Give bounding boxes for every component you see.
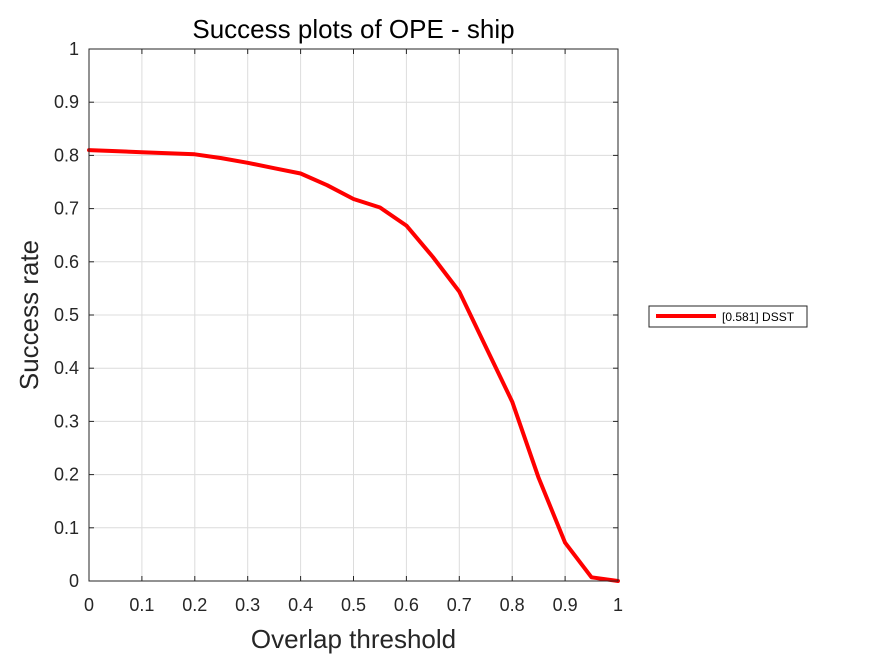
x-axis-ticks: 0 0.1 0.2 0.3 0.4 0.5 0.6 0.7 0.8 0.9 1 [84, 49, 623, 615]
y-tick-label: 0.1 [54, 518, 79, 538]
legend-label: [0.581] DSST [722, 310, 795, 324]
x-tick-label: 0 [84, 595, 94, 615]
series-line-dsst [87, 148, 620, 583]
x-tick-label: 0.4 [288, 595, 313, 615]
y-tick-label: 0.6 [54, 252, 79, 272]
x-tick-label: 0.6 [394, 595, 419, 615]
y-axis-ticks: 0 0.1 0.2 0.3 0.4 0.5 0.6 0.7 0.8 0.9 1 [54, 39, 618, 591]
y-tick-label: 0.4 [54, 358, 79, 378]
y-axis-label: Success rate [14, 240, 44, 390]
legend: [0.581] DSST [648, 305, 808, 328]
y-tick-label: 0.7 [54, 199, 79, 219]
x-tick-label: 1 [613, 595, 623, 615]
chart-title: Success plots of OPE - ship [192, 14, 514, 44]
x-tick-label: 0.8 [500, 595, 525, 615]
x-axis-label: Overlap threshold [251, 624, 456, 654]
x-tick-label: 0.2 [182, 595, 207, 615]
x-tick-label: 0.3 [235, 595, 260, 615]
legend-box [648, 305, 808, 328]
x-tick-label: 0.5 [341, 595, 366, 615]
y-tick-label: 0.5 [54, 305, 79, 325]
x-tick-label: 0.7 [447, 595, 472, 615]
x-tick-label: 0.9 [553, 595, 578, 615]
x-tick-label: 0.1 [129, 595, 154, 615]
y-tick-label: 0 [69, 571, 79, 591]
y-tick-label: 0.3 [54, 411, 79, 431]
series-layer [87, 148, 620, 583]
y-tick-label: 1 [69, 39, 79, 59]
y-tick-label: 0.9 [54, 92, 79, 112]
y-tick-label: 0.2 [54, 465, 79, 485]
y-tick-label: 0.8 [54, 145, 79, 165]
